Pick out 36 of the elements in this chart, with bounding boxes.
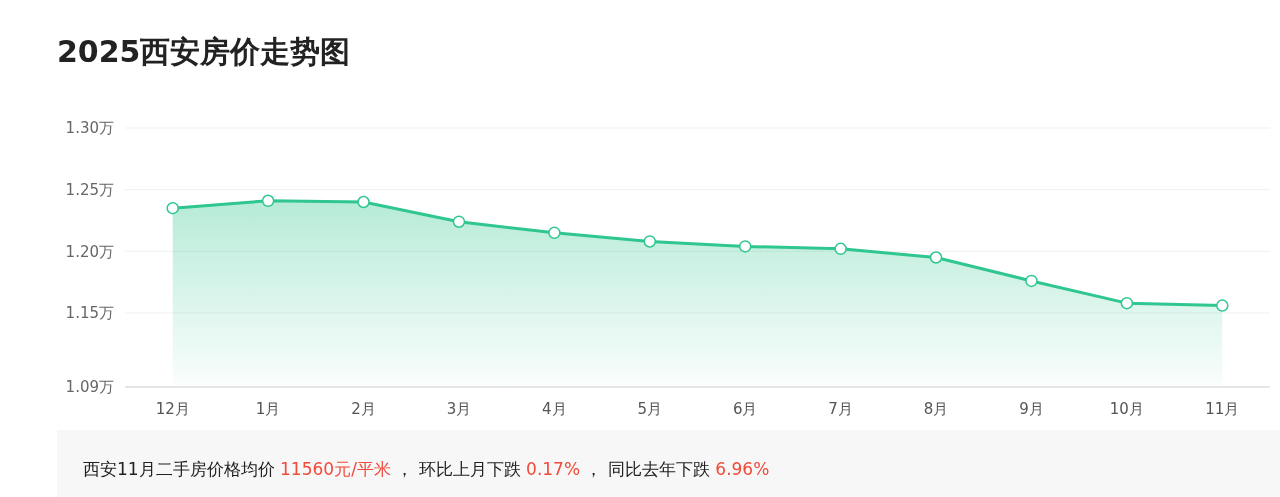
point	[1025, 274, 1038, 288]
x-tick-label: 4月	[542, 400, 567, 418]
text: 西安11月二手房价格均价	[83, 459, 281, 479]
y-tick-label: 1.30万	[65, 119, 114, 138]
point	[643, 235, 657, 248]
x-tick-label: 10月	[1109, 400, 1144, 418]
x-tick-label: 9月	[1019, 400, 1044, 418]
x-tick-label: 12月	[155, 400, 190, 418]
point	[834, 242, 847, 256]
text: 11560元/平米	[280, 459, 391, 479]
point	[929, 251, 943, 264]
text: ， 环比上月下跌	[390, 459, 527, 479]
x-tick-label: 1月	[255, 400, 281, 418]
text: 0.17%	[526, 459, 581, 479]
y-tick-label: 1.09万	[65, 378, 114, 397]
point	[452, 215, 466, 228]
text: ， 同比去年下跌	[580, 459, 716, 479]
y-tick-label: 1.15万	[65, 304, 114, 323]
x-tick-label: 7月	[828, 400, 853, 418]
x-tick-label: 3月	[446, 400, 472, 418]
text: 6.96%	[715, 459, 770, 479]
point	[548, 226, 561, 240]
point	[357, 195, 370, 209]
chart-title: 2025西安房价走势图	[57, 34, 351, 69]
x-tick-label: 11月	[1205, 400, 1240, 418]
x-tick-label: 2月	[351, 400, 376, 418]
point	[1120, 296, 1134, 310]
point	[261, 194, 275, 208]
x-tick-label: 6月	[732, 400, 758, 418]
y-tick-label: 1.25万	[65, 180, 114, 199]
y-tick-label: 1.20万	[65, 242, 114, 261]
x-tick-label: 8月	[923, 400, 949, 418]
point	[166, 201, 179, 215]
point	[738, 240, 752, 253]
point	[1216, 299, 1229, 312]
x-tick-label: 5月	[637, 400, 663, 418]
